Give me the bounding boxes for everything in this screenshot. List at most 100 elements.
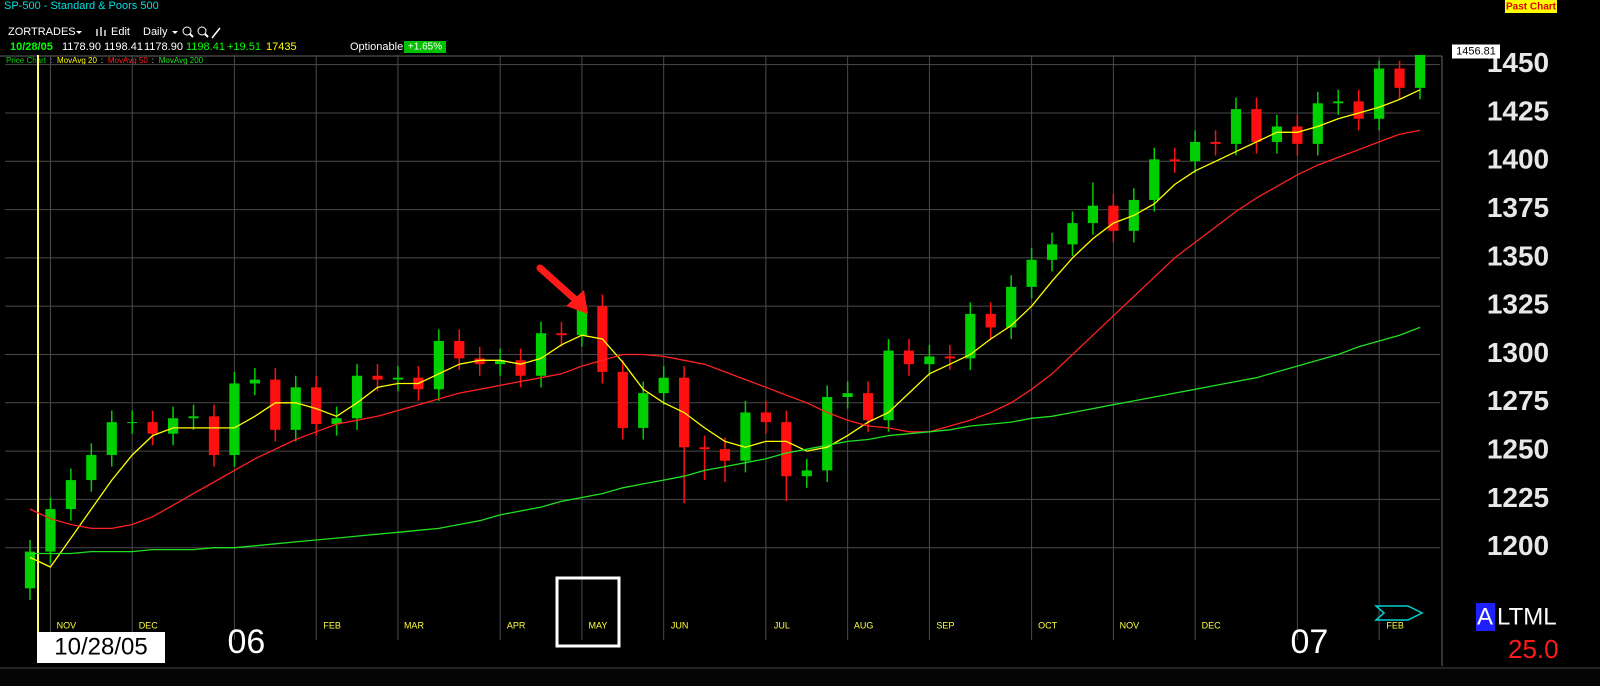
candle-body <box>801 470 812 477</box>
candle-body <box>270 379 281 430</box>
quote-low: 1178.90 <box>144 41 183 53</box>
candle-body <box>1394 68 1405 88</box>
legend-separator: : <box>50 56 52 65</box>
legend-entry: Price Chart <box>6 56 47 65</box>
candle-body <box>1149 159 1160 200</box>
dropdown-icon[interactable] <box>76 31 82 34</box>
indicator-name: LTML <box>1497 603 1557 630</box>
edit-button[interactable]: Edit <box>111 26 130 38</box>
y-tick-label: 1400 <box>1487 144 1549 175</box>
x-tick-label: AUG <box>854 620 874 630</box>
candle-body <box>903 350 915 365</box>
x-tick-label: JUL <box>774 620 790 630</box>
candle-body <box>1271 126 1283 142</box>
plot: 1200 1225 1250 1275 1300 1325 1350 1375 1400 1425… <box>5 44 1549 663</box>
candle-body <box>495 360 506 365</box>
last-price-label: 1456.81 <box>1456 45 1496 57</box>
quote-change: +19.51 <box>227 41 261 53</box>
annotation-box <box>555 576 621 648</box>
legend-entry: MovAvg 200 <box>159 56 204 65</box>
moving-average-line <box>29 89 1421 568</box>
last-price-box <box>1452 44 1500 59</box>
candle-body <box>331 418 342 425</box>
y-tick-label: 1200 <box>1487 530 1549 561</box>
pct-change: +1.65% <box>408 42 442 53</box>
candle-body <box>372 375 383 380</box>
dropdown-icon[interactable] <box>172 31 178 34</box>
y-tick-label: 1300 <box>1487 337 1549 368</box>
cursor-date-box <box>37 632 165 663</box>
x-tick-label: NOV <box>1120 620 1140 630</box>
y-tick-label: 1425 <box>1487 95 1549 126</box>
candle-body <box>1251 109 1262 142</box>
candle-body <box>944 356 955 359</box>
candle-body <box>1190 141 1201 162</box>
candle-body <box>822 397 833 471</box>
quote-volume: 17435 <box>266 41 297 53</box>
bar-icon[interactable] <box>96 29 98 36</box>
candle-body <box>208 416 220 455</box>
candle-body <box>658 377 669 394</box>
candle-body <box>638 393 649 428</box>
candle-body <box>556 333 567 336</box>
indicator-value: 25.0 <box>1508 634 1559 664</box>
quote-close: 1198.41 <box>186 41 225 53</box>
legend-separator: : <box>152 56 154 65</box>
zoom-in-icon[interactable] <box>182 26 192 36</box>
moving-average-line <box>30 326 1421 555</box>
candle-body <box>740 412 751 461</box>
zoom-in-icon[interactable] <box>189 33 194 38</box>
candle-body <box>86 454 97 481</box>
candle-body <box>924 356 935 365</box>
candle-body <box>65 480 76 510</box>
past-chart-button[interactable] <box>1505 0 1557 13</box>
candle-body <box>1087 205 1099 224</box>
account-menu[interactable]: ZORTRADES <box>8 26 76 38</box>
optionable-label: Optionable <box>350 41 403 53</box>
candle-body <box>965 313 976 359</box>
past-chart-label[interactable]: Past Chart <box>1506 2 1557 13</box>
draw-tool-icon[interactable] <box>211 27 221 39</box>
candle-body <box>106 422 117 455</box>
x-tick-label: NOV <box>57 620 77 630</box>
bar-icon[interactable] <box>104 30 106 36</box>
moving-average-line <box>29 129 1421 530</box>
interval-menu[interactable]: Daily <box>143 26 168 38</box>
y-tick-label: 1350 <box>1487 240 1549 271</box>
candle-body <box>842 393 853 397</box>
candle-body <box>1108 205 1119 231</box>
candle-body <box>167 418 179 434</box>
annotation-arrow <box>536 264 582 306</box>
candle-body <box>311 387 322 425</box>
x-tick-label: MAR <box>404 620 425 630</box>
candle-body <box>24 551 36 589</box>
candle-body <box>433 340 444 390</box>
candle-body <box>290 387 301 430</box>
zoom-out-icon[interactable] <box>204 33 209 38</box>
candle-body <box>249 379 260 384</box>
x-tick-label: FEB <box>1386 620 1404 630</box>
candle-body <box>1006 286 1017 328</box>
cursor-date: 10/28/05 <box>54 633 147 660</box>
candle-body <box>1210 141 1221 144</box>
zoom-out-icon[interactable] <box>197 26 207 36</box>
candle-body <box>1067 223 1078 245</box>
candle-body <box>127 422 138 424</box>
candle-body <box>985 313 996 328</box>
candle-body <box>1312 103 1323 144</box>
candle-body <box>1046 244 1058 260</box>
x-tick-label: DEC <box>1202 620 1222 630</box>
year-label: 07 <box>1290 623 1328 661</box>
legend-entry: MovAvg 20 <box>57 56 97 65</box>
y-tick-label: 1275 <box>1487 385 1549 416</box>
quote-open: 1178.90 <box>62 41 101 53</box>
pct-change-box <box>404 41 446 53</box>
candle-body <box>474 358 485 365</box>
y-tick-label: 1250 <box>1487 433 1549 464</box>
x-tick-label: APR <box>507 620 526 630</box>
x-tick-label: MAY <box>588 620 607 630</box>
year-label: 06 <box>227 623 265 661</box>
candle-body <box>699 447 710 450</box>
bar-icon[interactable] <box>100 27 102 36</box>
